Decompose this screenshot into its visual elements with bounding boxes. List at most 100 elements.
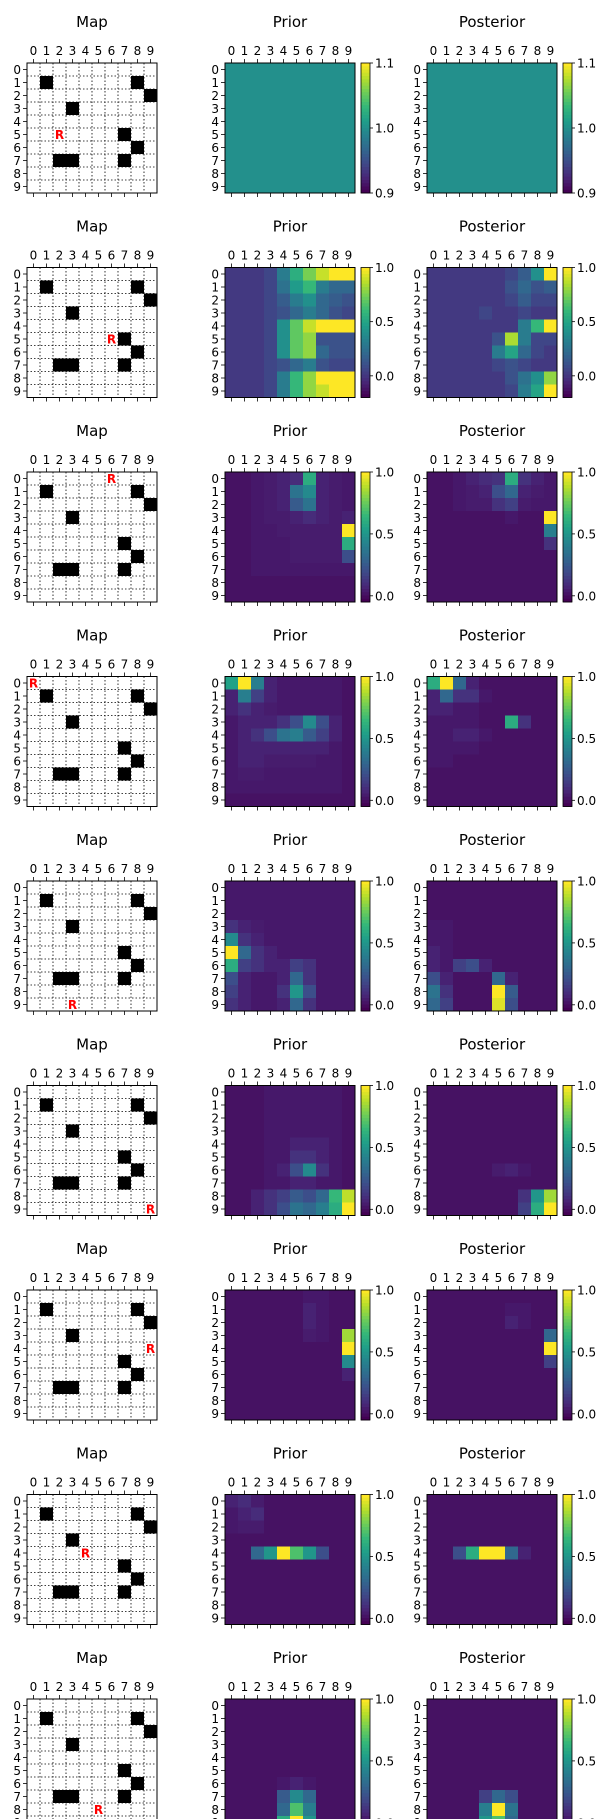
colorbar-segment [361, 1595, 370, 1599]
colorbar-segment [563, 1121, 572, 1125]
heatmap-cell [238, 1342, 252, 1356]
heatmap-cell [264, 715, 278, 729]
heatmap-cell [225, 550, 239, 564]
heatmap-cell [492, 180, 506, 194]
heatmap-cell [505, 1368, 519, 1382]
heatmap-cell [531, 293, 545, 307]
col-tick-label: 1 [43, 1476, 51, 1490]
colorbar-segment [563, 1507, 572, 1512]
col-tick-label: 4 [82, 1067, 90, 1081]
row-tick-label: 0 [413, 1495, 421, 1509]
heatmap-cell [290, 498, 304, 512]
heatmap-cell [479, 267, 493, 281]
col-tick-label: 6 [108, 862, 116, 876]
col-tick-label: 1 [241, 44, 249, 58]
heatmap-cell [264, 676, 278, 690]
colorbar-segment [563, 1770, 572, 1775]
heatmap-cell [238, 1368, 252, 1382]
heatmap-frame [224, 880, 356, 1012]
heatmap-cell [544, 1520, 558, 1534]
colorbar-segment [361, 1361, 370, 1366]
heatmap-cell [264, 702, 278, 716]
colorbar-segment [361, 725, 370, 729]
colorbar-segment [361, 1329, 370, 1333]
colorbar-segment [361, 524, 370, 528]
colorbar-segment [563, 576, 572, 580]
heatmap-cell [531, 728, 545, 742]
step-row-8: Map01234567890123456789RPrior01234567890… [13, 1649, 596, 1819]
heatmap-cell [264, 102, 278, 116]
heatmap-cell [303, 1329, 317, 1343]
heatmap-cell [290, 728, 304, 742]
heatmap-cell [479, 1303, 493, 1317]
heatmap-cell [492, 115, 506, 129]
heatmap-cell [505, 154, 519, 168]
colorbar-segment [563, 699, 572, 703]
heatmap-cell [518, 1394, 532, 1408]
heatmap-cell [479, 715, 493, 729]
heatmap-cell [453, 63, 467, 77]
row-tick-label: 7 [13, 1381, 21, 1395]
heatmap-cell [316, 702, 330, 716]
col-tick-label: 1 [43, 658, 51, 672]
heatmap-cell [544, 728, 558, 742]
panel-title: Prior [273, 422, 308, 440]
col-tick-label: 5 [495, 453, 503, 467]
heatmap-cell [238, 1355, 252, 1369]
heatmap-cell [453, 1725, 467, 1739]
heatmap-cell [453, 167, 467, 181]
heatmap-cell [492, 1394, 506, 1408]
heatmap-cell [238, 1738, 252, 1752]
row-tick-label: 0 [13, 1699, 21, 1713]
heatmap-cell [225, 1598, 239, 1612]
heatmap-cell [342, 1303, 356, 1317]
colorbar-segment [563, 1098, 572, 1103]
heatmap-cell [531, 1533, 545, 1547]
heatmap-cell [251, 115, 265, 129]
row-tick-label: 2 [13, 1521, 21, 1535]
colorbar-segment [563, 293, 572, 298]
heatmap-cell [544, 1546, 558, 1560]
heatmap-cell [427, 715, 441, 729]
heatmap-cell [479, 371, 493, 385]
row-tick-label: 6 [13, 550, 21, 564]
heatmap-cell [531, 920, 545, 934]
heatmap-cell [479, 1507, 493, 1521]
heatmap-cell [544, 537, 558, 551]
colorbar-segment [563, 715, 572, 720]
heatmap-cell [453, 1124, 467, 1138]
colorbar-segment [563, 796, 572, 801]
heatmap-cell [466, 76, 480, 90]
colorbar-segment [361, 1588, 370, 1593]
row-tick-label: 8 [413, 1599, 421, 1613]
heatmap-cell [264, 76, 278, 90]
map-frame [26, 1698, 158, 1819]
col-tick-label: 9 [547, 862, 555, 876]
colorbar-segment [361, 1562, 370, 1567]
heatmap-cell [544, 689, 558, 703]
heatmap-cell [479, 1150, 493, 1164]
col-tick-label: 5 [293, 453, 301, 467]
heatmap-cell [329, 1751, 343, 1765]
colorbar-segment [563, 170, 572, 174]
heatmap-cell [342, 280, 356, 294]
heatmap-cell [316, 115, 330, 129]
colorbar-segment [563, 371, 572, 376]
heatmap-cell [440, 1803, 454, 1817]
colorbar-segment [563, 702, 572, 707]
heatmap-cell [453, 985, 467, 999]
heatmap-cell [238, 1163, 252, 1177]
col-tick-label: 0 [30, 1476, 38, 1490]
col-tick-label: 1 [443, 1067, 451, 1081]
heatmap-cell [329, 115, 343, 129]
heatmap-cell [238, 1520, 252, 1534]
colorbar-segment [361, 1744, 370, 1749]
heatmap-cell [264, 1329, 278, 1343]
heatmap-cell [303, 754, 317, 768]
colorbar-segment [361, 283, 370, 288]
heatmap-cell [225, 894, 239, 908]
heatmap-cell [453, 1407, 467, 1421]
heatmap-cell [290, 1803, 304, 1817]
colorbar-segment [361, 1605, 370, 1609]
heatmap-cell [544, 998, 558, 1012]
